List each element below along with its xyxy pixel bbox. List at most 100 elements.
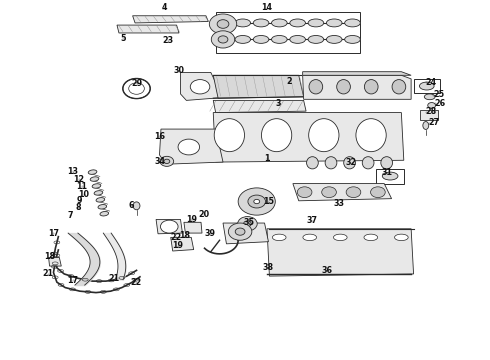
Ellipse shape [424, 94, 435, 100]
Circle shape [190, 80, 210, 94]
Text: 18: 18 [44, 252, 55, 261]
Ellipse shape [381, 157, 392, 169]
Polygon shape [49, 257, 61, 266]
Text: 18: 18 [179, 231, 190, 240]
Text: 37: 37 [307, 216, 318, 225]
Text: 7: 7 [67, 211, 73, 220]
Circle shape [217, 20, 229, 28]
Text: 26: 26 [435, 99, 446, 108]
Circle shape [209, 14, 237, 34]
Polygon shape [293, 184, 392, 201]
Circle shape [164, 159, 170, 163]
Ellipse shape [98, 204, 107, 209]
Text: 28: 28 [426, 107, 437, 116]
Ellipse shape [290, 19, 305, 27]
Ellipse shape [253, 19, 269, 27]
Ellipse shape [362, 157, 374, 169]
Ellipse shape [308, 36, 324, 43]
Ellipse shape [344, 36, 360, 43]
Text: 10: 10 [78, 190, 89, 199]
Polygon shape [180, 72, 223, 100]
Text: 5: 5 [120, 34, 125, 43]
Ellipse shape [271, 19, 287, 27]
Text: 27: 27 [429, 118, 440, 127]
Bar [216, 12, 360, 53]
Ellipse shape [343, 157, 355, 169]
Text: 19: 19 [172, 242, 183, 251]
Ellipse shape [326, 36, 342, 43]
Text: 29: 29 [131, 79, 142, 88]
Text: 1: 1 [264, 154, 270, 163]
Text: 14: 14 [262, 3, 272, 12]
Circle shape [428, 103, 436, 108]
Text: 22: 22 [170, 233, 181, 242]
Ellipse shape [133, 202, 140, 210]
Polygon shape [213, 100, 306, 113]
Text: 30: 30 [173, 66, 185, 75]
Ellipse shape [235, 19, 250, 27]
Ellipse shape [309, 80, 323, 94]
Bar [420, 110, 438, 120]
Ellipse shape [419, 82, 434, 90]
Text: 12: 12 [74, 175, 84, 184]
Ellipse shape [394, 234, 408, 240]
Text: 22: 22 [130, 278, 141, 287]
Ellipse shape [392, 80, 406, 94]
Ellipse shape [262, 119, 292, 152]
Circle shape [160, 156, 173, 166]
Text: 32: 32 [346, 158, 357, 167]
Text: 19: 19 [186, 215, 197, 224]
Ellipse shape [333, 234, 347, 240]
Ellipse shape [217, 36, 232, 43]
Ellipse shape [346, 187, 361, 198]
Circle shape [235, 228, 245, 235]
Ellipse shape [272, 234, 286, 240]
Ellipse shape [88, 170, 97, 174]
Ellipse shape [309, 119, 339, 152]
Polygon shape [267, 229, 414, 276]
Text: 17: 17 [48, 229, 59, 238]
Text: 2: 2 [286, 77, 292, 86]
Ellipse shape [326, 19, 342, 27]
Ellipse shape [94, 191, 103, 195]
Ellipse shape [382, 172, 398, 180]
Text: 17: 17 [68, 276, 78, 285]
Ellipse shape [337, 80, 350, 94]
Text: 39: 39 [204, 229, 215, 238]
Polygon shape [213, 75, 304, 98]
Text: 3: 3 [275, 99, 281, 108]
Text: 25: 25 [433, 90, 444, 99]
Text: 20: 20 [198, 210, 210, 219]
Ellipse shape [290, 36, 305, 43]
Polygon shape [303, 72, 411, 75]
Text: 23: 23 [163, 36, 174, 45]
Polygon shape [133, 16, 208, 23]
Ellipse shape [307, 157, 318, 169]
Ellipse shape [253, 36, 269, 43]
Bar [414, 79, 441, 93]
Ellipse shape [90, 177, 99, 181]
Ellipse shape [303, 234, 317, 240]
Ellipse shape [365, 80, 378, 94]
Circle shape [178, 139, 199, 155]
Text: 6: 6 [129, 201, 134, 210]
Text: 34: 34 [154, 157, 166, 166]
Text: 35: 35 [244, 218, 254, 227]
Polygon shape [213, 113, 404, 162]
Text: 33: 33 [333, 199, 344, 208]
Ellipse shape [297, 187, 312, 198]
Polygon shape [156, 220, 182, 234]
Polygon shape [303, 75, 411, 99]
Text: 36: 36 [321, 266, 333, 275]
Ellipse shape [322, 187, 336, 198]
Polygon shape [171, 237, 194, 251]
Text: 24: 24 [426, 78, 437, 87]
Circle shape [129, 83, 145, 94]
Bar [376, 168, 404, 184]
Ellipse shape [271, 36, 287, 43]
Text: 4: 4 [162, 3, 167, 12]
Text: 13: 13 [68, 167, 78, 176]
Ellipse shape [364, 234, 378, 240]
Circle shape [254, 199, 260, 204]
Text: 21: 21 [108, 274, 120, 283]
